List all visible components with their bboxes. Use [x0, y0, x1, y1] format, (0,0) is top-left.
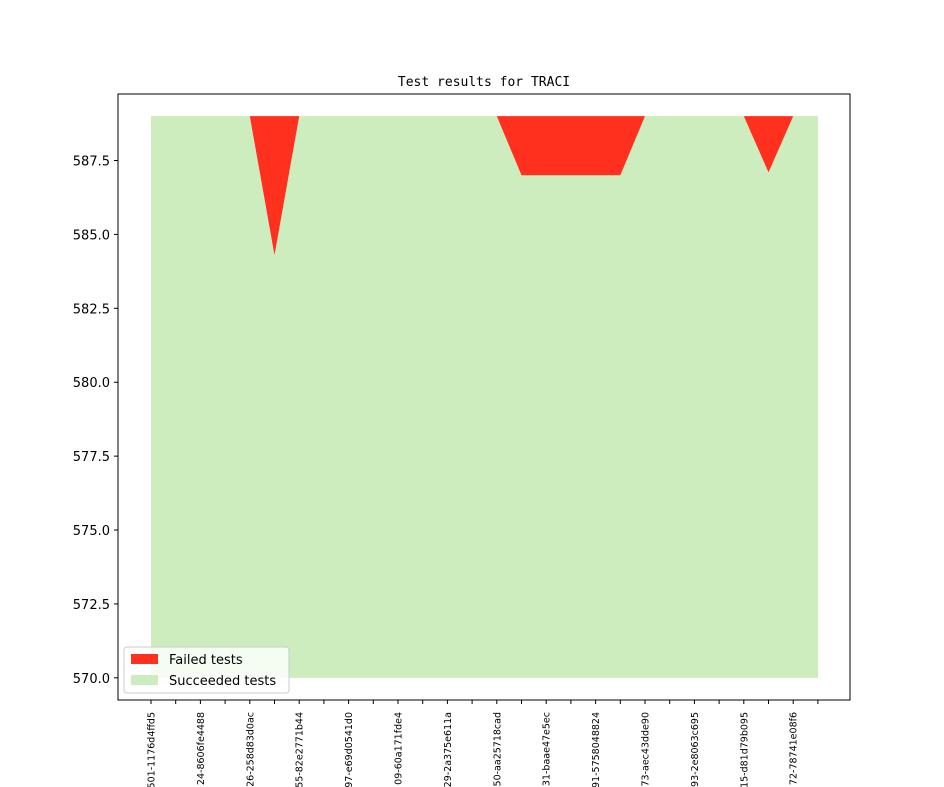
y-tick-label: 585.0	[73, 228, 110, 243]
y-tick-label: 587.5	[73, 155, 110, 170]
chart-title: Test results for TRACI	[398, 75, 570, 90]
x-tick-label: 26-258d83d0ac	[245, 712, 256, 787]
legend-label-succeeded: Succeeded tests	[169, 674, 276, 689]
y-tick-label: 572.5	[73, 598, 110, 613]
x-tick-label: 15-d81d79b095	[739, 712, 750, 787]
y-axis: 570.0 572.5 575.0 577.5 580.0 582.5 585.0 587.5	[73, 155, 118, 687]
x-tick-label: 24-8606fe4488	[196, 712, 207, 785]
x-axis: 501-1176d4ffd5 24-8606fe4488 26-258d83d0ac…	[147, 700, 818, 787]
x-tick-label: 73-aec43dde90	[641, 712, 652, 787]
legend-swatch-succeeded	[131, 675, 158, 685]
x-tick-label: 55-82e2771b44	[295, 712, 306, 787]
x-tick-label: 72-78741e08f6	[789, 712, 800, 785]
x-tick-label: 31-baae47e5ec	[542, 712, 553, 786]
y-tick-label: 582.5	[73, 302, 110, 317]
x-tick-label: 91-5758048824	[591, 712, 602, 787]
y-tick-label: 577.5	[73, 450, 110, 465]
x-tick-label: 29-2a375e611a	[443, 712, 454, 787]
x-tick-label: 97-e69d0541d0	[344, 712, 355, 787]
legend-swatch-failed	[131, 654, 158, 664]
y-tick-label: 580.0	[73, 376, 110, 391]
y-tick-label: 575.0	[73, 524, 110, 539]
plot-area	[151, 116, 818, 678]
x-tick-label: 501-1176d4ffd5	[147, 712, 158, 787]
legend-label-failed: Failed tests	[169, 653, 243, 668]
x-tick-label: 09-60a171fde4	[394, 712, 405, 785]
legend: Failed tests Succeeded tests	[124, 647, 289, 693]
succeeded-tests-area	[151, 116, 818, 678]
x-tick-label: 50-aa25718cad	[492, 712, 503, 786]
y-tick-label: 570.0	[73, 672, 110, 687]
x-tick-label: 93-2e8063c695	[690, 712, 701, 787]
